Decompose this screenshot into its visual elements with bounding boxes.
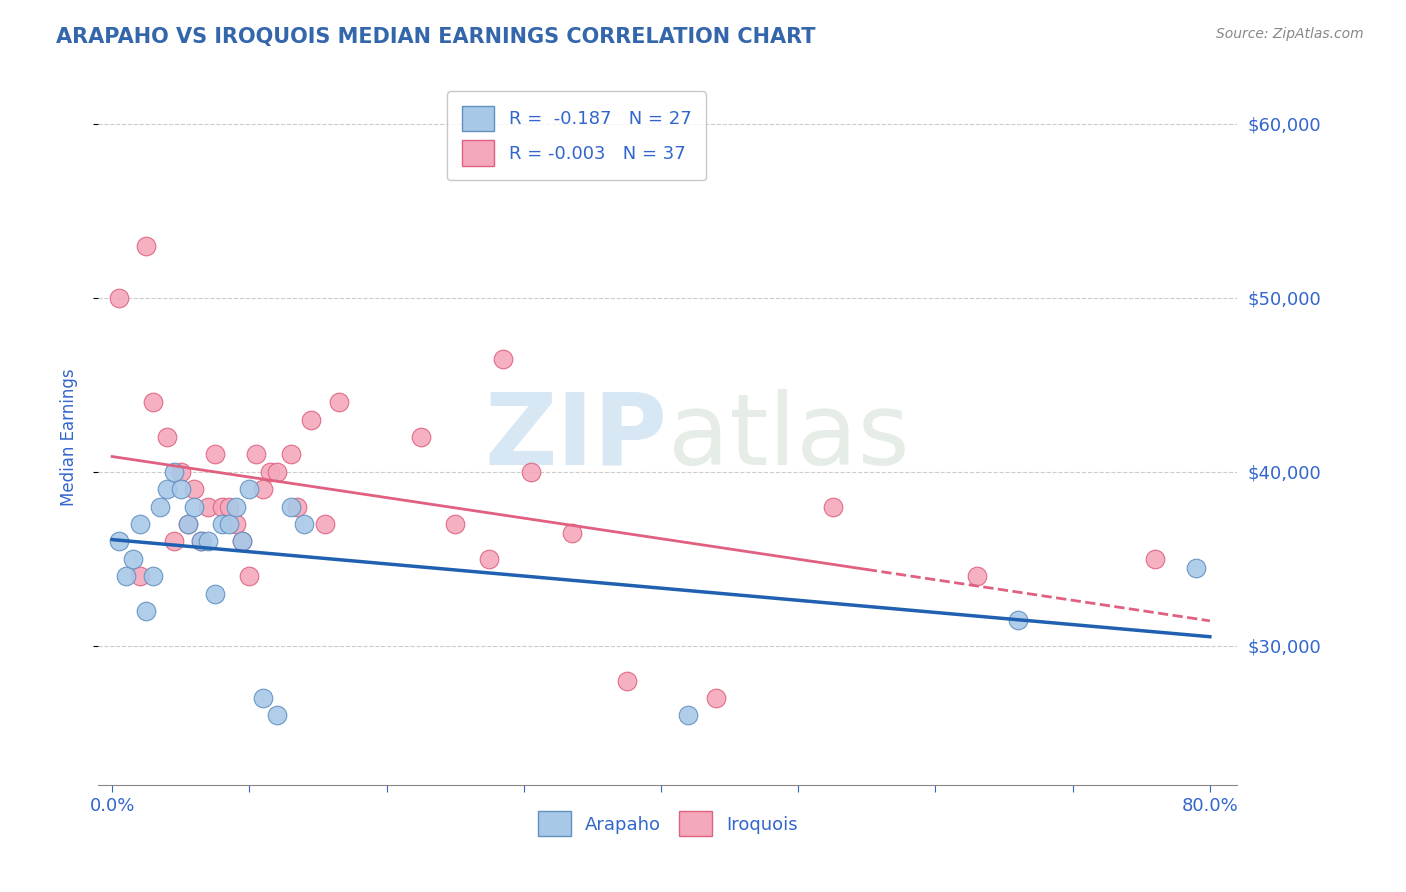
Point [231,534,253,549]
Point [218,500,240,514]
Point [280,447,302,462]
Point [1185,560,1208,574]
Point [218,516,240,531]
Point [128,569,150,583]
Point [163,534,186,549]
Point [231,534,253,549]
Point [287,500,309,514]
Point [966,569,988,583]
Point [478,551,501,566]
Point [190,534,212,549]
Point [252,690,274,705]
Point [519,465,541,479]
Point [225,516,247,531]
Point [121,551,143,566]
Legend: Arapaho, Iroquois: Arapaho, Iroquois [529,802,807,846]
Point [314,516,336,531]
Point [135,238,157,252]
Point [245,447,267,462]
Point [252,482,274,496]
Point [108,291,131,305]
Point [292,516,315,531]
Point [149,500,172,514]
Point [204,587,226,601]
Point [170,482,193,496]
Text: ZIP: ZIP [485,389,668,485]
Point [190,534,212,549]
Point [156,482,179,496]
Point [561,525,583,540]
Point [211,516,233,531]
Point [821,500,844,514]
Point [183,482,205,496]
Point [142,569,165,583]
Point [266,465,288,479]
Point [204,447,226,462]
Point [183,500,205,514]
Point [444,516,467,531]
Point [115,569,138,583]
Point [266,708,288,723]
Point [135,604,157,618]
Point [108,534,131,549]
Point [616,673,638,688]
Point [259,465,281,479]
Point [225,500,247,514]
Point [1007,613,1029,627]
Point [328,395,350,409]
Point [678,708,700,723]
Point [176,516,198,531]
Point [163,465,186,479]
Point [197,500,219,514]
Point [197,534,219,549]
Point [1143,551,1166,566]
Y-axis label: Median Earnings: Median Earnings [59,368,77,506]
Point [299,412,322,426]
Text: atlas: atlas [668,389,910,485]
Point [409,430,432,444]
Point [128,516,150,531]
Point [176,516,198,531]
Text: ARAPAHO VS IROQUOIS MEDIAN EARNINGS CORRELATION CHART: ARAPAHO VS IROQUOIS MEDIAN EARNINGS CORR… [56,27,815,46]
Point [170,465,193,479]
Text: Source: ZipAtlas.com: Source: ZipAtlas.com [1216,27,1364,41]
Point [156,430,179,444]
Point [280,500,302,514]
Point [211,500,233,514]
Point [142,395,165,409]
Point [238,482,260,496]
Point [238,569,260,583]
Point [492,351,515,366]
Point [704,690,727,705]
